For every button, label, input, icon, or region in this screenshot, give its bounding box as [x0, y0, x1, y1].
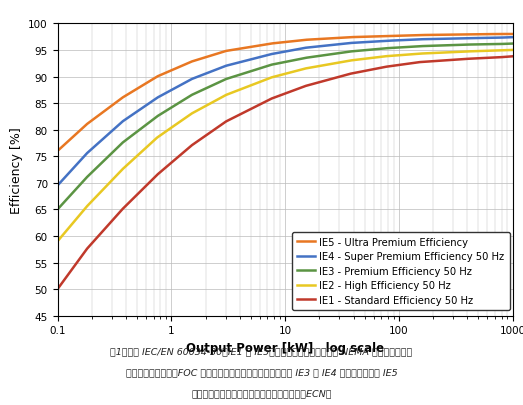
- Text: 至超高效率）。采用FOC 和电子驱动的交流感应电机可以满足 IE3 和 IE4 级要求。要满足 IE5: 至超高效率）。采用FOC 和电子驱动的交流感应电机可以满足 IE3 和 IE4 …: [126, 367, 397, 376]
- IE5 - Ultra Premium Efficiency: [323, 37, 329, 42]
- Text: 图1：根据 IEC/EN 60034-30（IE1 至 IE5）的电机效率等级和相应的 NEMA 等级（标准效率: 图1：根据 IEC/EN 60034-30（IE1 至 IE5）的电机效率等级和…: [110, 346, 413, 355]
- IE3 - Premium Efficiency 50 Hz: [509, 42, 516, 47]
- IE2 - High Efficiency 50 Hz: [54, 239, 61, 244]
- IE5 - Ultra Premium Efficiency: [260, 43, 267, 48]
- Line: IE3 - Premium Efficiency 50 Hz: IE3 - Premium Efficiency 50 Hz: [58, 45, 513, 210]
- Line: IE4 - Super Premium Efficiency 50 Hz: IE4 - Super Premium Efficiency 50 Hz: [58, 38, 513, 186]
- IE2 - High Efficiency 50 Hz: [397, 53, 403, 58]
- IE2 - High Efficiency 50 Hz: [135, 153, 141, 158]
- IE5 - Ultra Premium Efficiency: [496, 32, 502, 37]
- IE2 - High Efficiency 50 Hz: [358, 58, 365, 62]
- IE3 - Premium Efficiency 50 Hz: [323, 53, 329, 58]
- IE5 - Ultra Premium Efficiency: [358, 35, 365, 40]
- Y-axis label: Efficiency [%]: Efficiency [%]: [9, 127, 22, 213]
- IE4 - Super Premium Efficiency 50 Hz: [172, 87, 178, 92]
- IE2 - High Efficiency 50 Hz: [509, 48, 516, 53]
- Text: 级效率水平需要使用永磁电机。（图片来源：ECN）: 级效率水平需要使用永磁电机。（图片来源：ECN）: [191, 388, 332, 397]
- Line: IE2 - High Efficiency 50 Hz: IE2 - High Efficiency 50 Hz: [58, 51, 513, 242]
- Legend: IE5 - Ultra Premium Efficiency, IE4 - Super Premium Efficiency 50 Hz, IE3 - Prem: IE5 - Ultra Premium Efficiency, IE4 - Su…: [292, 232, 509, 310]
- IE2 - High Efficiency 50 Hz: [323, 63, 329, 68]
- IE4 - Super Premium Efficiency 50 Hz: [358, 41, 365, 46]
- IE3 - Premium Efficiency 50 Hz: [54, 207, 61, 212]
- IE4 - Super Premium Efficiency 50 Hz: [323, 44, 329, 49]
- IE4 - Super Premium Efficiency 50 Hz: [54, 183, 61, 188]
- X-axis label: Output Power [kW]   log scale: Output Power [kW] log scale: [186, 341, 384, 354]
- IE3 - Premium Efficiency 50 Hz: [172, 104, 178, 109]
- Line: IE5 - Ultra Premium Efficiency: IE5 - Ultra Premium Efficiency: [58, 35, 513, 151]
- IE4 - Super Premium Efficiency 50 Hz: [260, 55, 267, 60]
- IE4 - Super Premium Efficiency 50 Hz: [397, 38, 403, 43]
- IE1 - Standard Efficiency 50 Hz: [323, 79, 329, 84]
- IE1 - Standard Efficiency 50 Hz: [135, 192, 141, 196]
- IE1 - Standard Efficiency 50 Hz: [509, 55, 516, 60]
- IE1 - Standard Efficiency 50 Hz: [172, 158, 178, 163]
- IE1 - Standard Efficiency 50 Hz: [358, 70, 365, 75]
- IE5 - Ultra Premium Efficiency: [509, 32, 516, 37]
- IE5 - Ultra Premium Efficiency: [54, 149, 61, 154]
- IE3 - Premium Efficiency 50 Hz: [135, 129, 141, 134]
- IE4 - Super Premium Efficiency 50 Hz: [135, 109, 141, 114]
- IE5 - Ultra Premium Efficiency: [135, 86, 141, 91]
- IE5 - Ultra Premium Efficiency: [397, 34, 403, 39]
- IE4 - Super Premium Efficiency 50 Hz: [509, 36, 516, 41]
- IE1 - Standard Efficiency 50 Hz: [397, 63, 403, 68]
- IE5 - Ultra Premium Efficiency: [172, 67, 178, 72]
- Line: IE1 - Standard Efficiency 50 Hz: IE1 - Standard Efficiency 50 Hz: [58, 57, 513, 290]
- IE3 - Premium Efficiency 50 Hz: [358, 49, 365, 54]
- IE1 - Standard Efficiency 50 Hz: [260, 101, 267, 106]
- IE3 - Premium Efficiency 50 Hz: [397, 46, 403, 51]
- IE2 - High Efficiency 50 Hz: [260, 79, 267, 84]
- IE1 - Standard Efficiency 50 Hz: [54, 287, 61, 292]
- IE3 - Premium Efficiency 50 Hz: [260, 66, 267, 70]
- IE2 - High Efficiency 50 Hz: [172, 124, 178, 128]
